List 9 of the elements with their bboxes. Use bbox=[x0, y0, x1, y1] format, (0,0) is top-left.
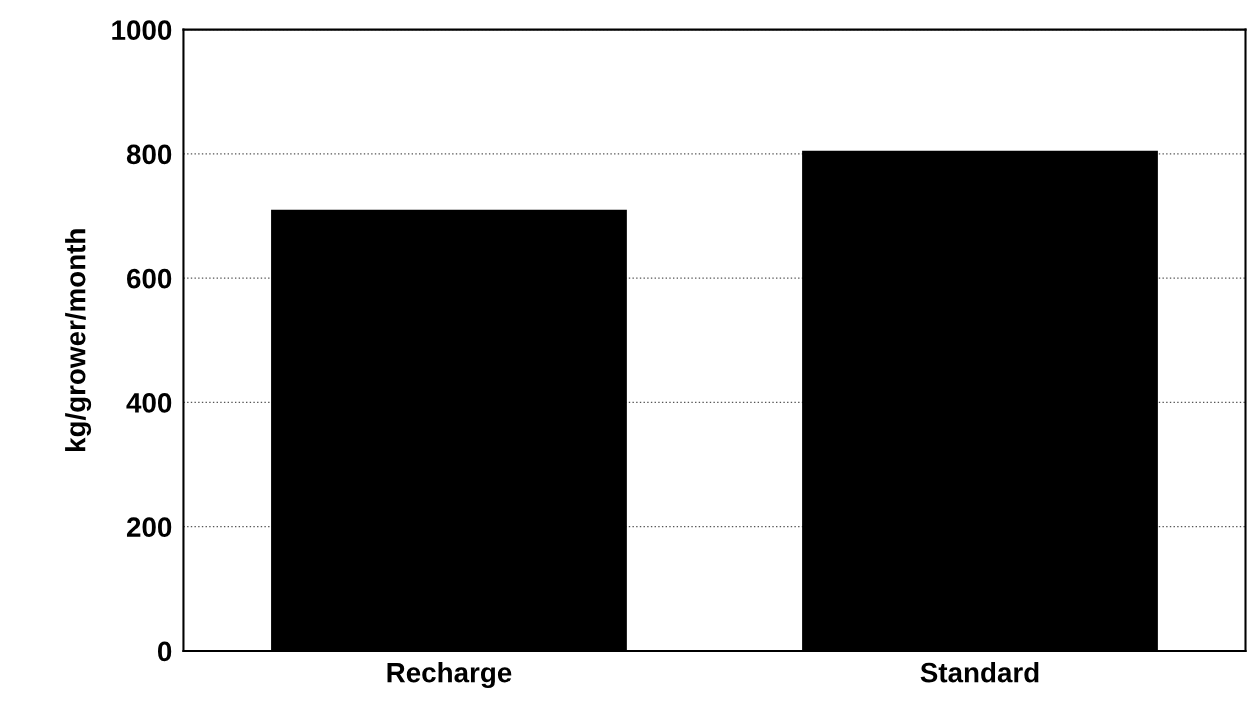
y-tick-label: 600 bbox=[127, 268, 172, 289]
x-tick-label: Recharge bbox=[387, 662, 512, 689]
y-tick-label: 0 bbox=[158, 641, 172, 662]
y-tick-label: 200 bbox=[126, 517, 172, 538]
y-tick-label: 400 bbox=[126, 393, 172, 413]
y-tick-label: 800 bbox=[126, 144, 172, 165]
y-tick-label: 1000 bbox=[112, 20, 172, 40]
y-axis-title: kg/grower/month bbox=[65, 229, 92, 451]
x-tick-label: Standard bbox=[920, 662, 1039, 683]
